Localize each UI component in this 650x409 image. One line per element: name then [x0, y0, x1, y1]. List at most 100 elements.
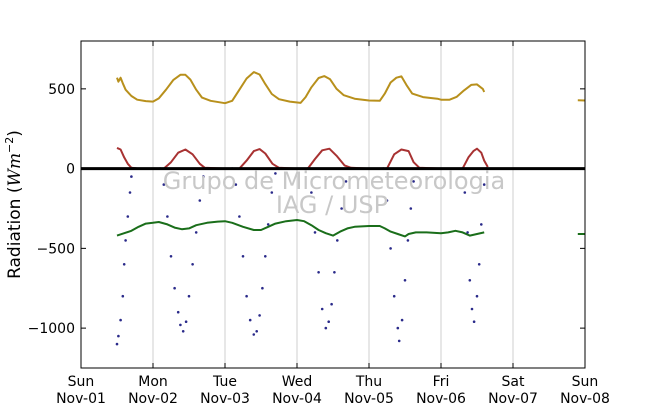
x-tick-label-day: Sun [68, 374, 95, 390]
x-tick-label-day: Mon [138, 374, 168, 390]
data-point [340, 207, 343, 210]
x-tick-label-date: Nov-03 [200, 391, 250, 407]
data-point [241, 254, 245, 258]
data-point [191, 263, 194, 266]
data-point [480, 223, 483, 226]
y-axis-label-suffix: ) [5, 130, 25, 137]
data-point [194, 231, 198, 234]
y-tick-label: 500 [48, 82, 75, 98]
data-point [128, 191, 132, 194]
data-point [406, 239, 410, 242]
data-point [179, 323, 182, 327]
x-tick-label-date: Nov-07 [488, 391, 538, 407]
data-point [117, 334, 120, 338]
data-point [234, 183, 238, 186]
x-tick-label-date: Nov-04 [272, 391, 322, 407]
data-point [176, 310, 180, 314]
data-point [187, 294, 191, 298]
data-point [258, 314, 261, 317]
data-point [403, 279, 407, 282]
y-tick-label: −500 [37, 241, 75, 257]
data-point [463, 191, 467, 194]
data-point [169, 254, 173, 258]
x-tick-label-day: Sun [572, 374, 599, 390]
x-tick-label-date: Nov-06 [416, 391, 466, 407]
x-tick-label-day: Wed [282, 374, 313, 390]
data-point [389, 247, 392, 250]
data-point [238, 215, 241, 218]
data-point [248, 318, 252, 322]
data-point [122, 263, 126, 266]
data-point [472, 320, 476, 324]
data-point [245, 294, 248, 298]
data-point [173, 286, 176, 290]
watermark-line-1: Grupo de Micrometeorologia [163, 167, 505, 195]
data-point [198, 199, 202, 202]
x-tick-label-date: Nov-02 [128, 391, 178, 407]
data-point [274, 172, 277, 175]
data-point [121, 294, 125, 298]
data-point [252, 333, 256, 336]
data-point [336, 239, 339, 242]
y-axis-label: Radiation (Wm−2) [3, 130, 25, 279]
data-point [115, 342, 119, 346]
x-tick-label-day: Sat [502, 374, 525, 390]
x-axis-ticks: SunNov-01MonNov-02TueNov-03WedNov-04ThuN… [56, 41, 610, 407]
data-point [124, 239, 127, 242]
data-point [181, 330, 185, 333]
data-point [475, 294, 479, 298]
data-point [162, 183, 166, 186]
data-point [264, 254, 267, 258]
data-point [202, 175, 205, 178]
data-point [333, 271, 336, 274]
data-point [412, 180, 415, 183]
y-axis-label-prefix: Radiation ( [5, 187, 25, 279]
data-point [184, 320, 188, 324]
data-point [385, 199, 389, 202]
data-point [409, 207, 413, 210]
data-point [468, 279, 472, 282]
data-point [324, 326, 328, 330]
plot-area-frame [80, 40, 586, 369]
series-line-2 [116, 146, 489, 170]
data-point [344, 180, 348, 183]
data-point [119, 318, 122, 322]
watermark-line-2: IAG / USP [276, 191, 388, 219]
data-point [166, 215, 169, 218]
data-point [317, 271, 320, 274]
data-point [126, 215, 130, 218]
x-tick-label-date: Nov-01 [56, 391, 106, 407]
x-tick-label-day: Tue [212, 374, 237, 390]
data-point [400, 318, 404, 322]
data-point [310, 191, 313, 194]
data-point [466, 231, 469, 234]
series-line-0 [116, 71, 486, 105]
x-tick-label-date: Nov-05 [344, 391, 394, 407]
y-axis-label-exponent: −2 [3, 137, 16, 153]
y-axis-ticks: 500 0 −500 −1000 [28, 82, 585, 337]
y-axis-label-unit: Wm [5, 153, 25, 187]
data-point [330, 302, 333, 306]
series-line-4 [116, 219, 485, 238]
grid-lines [152, 41, 514, 368]
data-point [482, 183, 486, 186]
data-point [392, 294, 396, 298]
x-tick-label-date: Nov-08 [560, 391, 610, 407]
data-point [470, 307, 474, 311]
data-point [130, 175, 133, 178]
data-point [266, 223, 270, 226]
y-tick-label: −1000 [28, 321, 75, 337]
x-tick-label-day: Fri [433, 374, 450, 390]
data-point [255, 330, 258, 333]
data-point [313, 231, 317, 234]
watermark: Grupo de Micrometeorologia IAG / USP [163, 167, 505, 219]
data-point [327, 320, 331, 324]
data-point [397, 339, 401, 343]
data-point [320, 307, 324, 311]
x-tick-label-day: Thu [355, 374, 382, 390]
y-tick-label: 0 [66, 162, 75, 178]
data-point [270, 191, 274, 194]
data-point [261, 286, 264, 290]
data-point [477, 263, 481, 266]
